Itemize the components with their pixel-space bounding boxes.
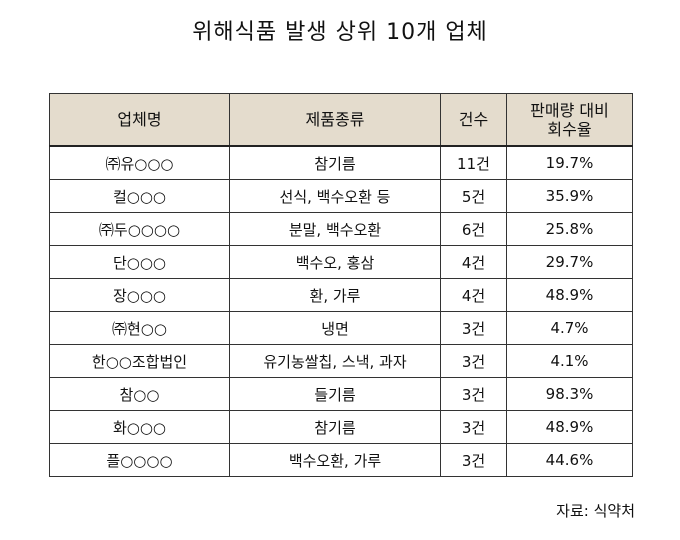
product-type-cell: 백수오, 홍삼 <box>229 245 441 279</box>
product-type-cell: 백수오환, 가루 <box>229 443 441 477</box>
product-type-cell: 분말, 백수오환 <box>229 212 441 246</box>
count-cell: 3건 <box>440 311 507 345</box>
recall-rate-cell: 44.6% <box>506 443 633 477</box>
count-header: 건수 <box>440 93 507 147</box>
recall-rate-cell: 98.3% <box>506 377 633 411</box>
product-type-cell: 선식, 백수오환 등 <box>229 179 441 213</box>
recall-table: 업체명 제품종류 건수 판매량 대비 회수율 ㈜유○○○ 참기름 11건 19.7% 컬○○○ 선… <box>49 93 633 477</box>
company-cell: 한○○조합법인 <box>49 344 230 378</box>
recall-rate-cell: 48.9% <box>506 410 633 444</box>
count-cell: 3건 <box>440 410 507 444</box>
company-cell: ㈜현○○ <box>49 311 230 345</box>
count-cell: 5건 <box>440 179 507 213</box>
table-row: ㈜두○○○○ 분말, 백수오환 6건 25.8% <box>49 212 633 246</box>
product-type-header: 제품종류 <box>229 93 441 147</box>
page-title: 위해식품 발생 상위 10개 업체 <box>192 20 488 45</box>
count-cell: 4건 <box>440 278 507 312</box>
company-cell: 컬○○○ <box>49 179 230 213</box>
source-note: 자료: 식약처 <box>556 502 635 520</box>
table-row: 참○○ 들기름 3건 98.3% <box>49 377 633 411</box>
table-row: 화○○○ 참기름 3건 48.9% <box>49 410 633 444</box>
recall-rate-cell: 48.9% <box>506 278 633 312</box>
product-type-cell: 참기름 <box>229 145 441 180</box>
table-row: 단○○○ 백수오, 홍삼 4건 29.7% <box>49 245 633 279</box>
product-type-cell: 참기름 <box>229 410 441 444</box>
recall-rate-cell: 4.1% <box>506 344 633 378</box>
recall-rate-cell: 35.9% <box>506 179 633 213</box>
header-row: 업체명 제품종류 건수 판매량 대비 회수율 <box>49 93 633 147</box>
company-cell: 장○○○ <box>49 278 230 312</box>
table-row: ㈜유○○○ 참기름 11건 19.7% <box>49 145 633 180</box>
company-cell: 단○○○ <box>49 245 230 279</box>
product-type-cell: 들기름 <box>229 377 441 411</box>
table-body: ㈜유○○○ 참기름 11건 19.7% 컬○○○ 선식, 백수오환 등 5건 35.9% ㈜두○… <box>49 145 633 477</box>
recall-rate-cell: 19.7% <box>506 145 633 180</box>
count-cell: 4건 <box>440 245 507 279</box>
recall-rate-header: 판매량 대비 회수율 <box>506 93 633 147</box>
table-header: 업체명 제품종류 건수 판매량 대비 회수율 <box>49 93 633 147</box>
count-cell: 3건 <box>440 344 507 378</box>
company-cell: 플○○○○ <box>49 443 230 477</box>
company-cell: 참○○ <box>49 377 230 411</box>
table-row: 한○○조합법인 유기농쌀칩, 스낵, 과자 3건 4.1% <box>49 344 633 378</box>
product-type-cell: 유기농쌀칩, 스낵, 과자 <box>229 344 441 378</box>
company-cell: ㈜유○○○ <box>49 145 230 180</box>
count-cell: 3건 <box>440 443 507 477</box>
product-type-cell: 환, 가루 <box>229 278 441 312</box>
table-row: 장○○○ 환, 가루 4건 48.9% <box>49 278 633 312</box>
count-cell: 11건 <box>440 145 507 180</box>
count-cell: 3건 <box>440 377 507 411</box>
company-cell: ㈜두○○○○ <box>49 212 230 246</box>
product-type-cell: 냉면 <box>229 311 441 345</box>
table-row: 플○○○○ 백수오환, 가루 3건 44.6% <box>49 443 633 477</box>
count-cell: 6건 <box>440 212 507 246</box>
recall-rate-cell: 4.7% <box>506 311 633 345</box>
company-header: 업체명 <box>49 93 230 147</box>
recall-rate-cell: 29.7% <box>506 245 633 279</box>
table-row: ㈜현○○ 냉면 3건 4.7% <box>49 311 633 345</box>
company-cell: 화○○○ <box>49 410 230 444</box>
recall-rate-cell: 25.8% <box>506 212 633 246</box>
table-row: 컬○○○ 선식, 백수오환 등 5건 35.9% <box>49 179 633 213</box>
